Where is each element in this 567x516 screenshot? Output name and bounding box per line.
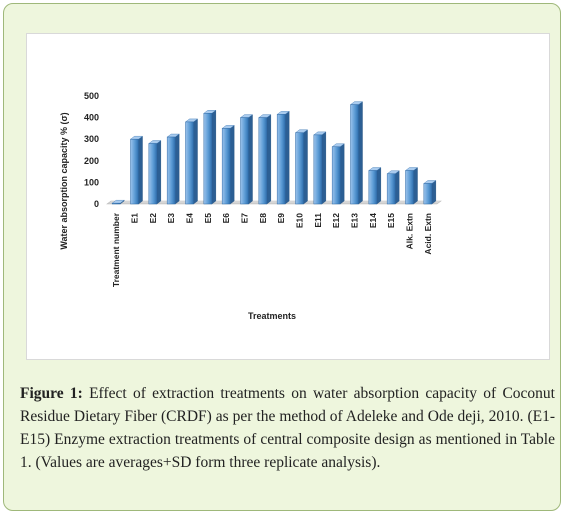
bar: [313, 134, 323, 205]
bar: [111, 202, 121, 205]
bar: [405, 170, 414, 205]
caption-text: Effect of extraction treatments on water…: [20, 385, 555, 471]
bar: [240, 117, 249, 205]
bar: [386, 173, 396, 205]
x-tick-label: Alk. Extn: [405, 213, 415, 249]
bar-side: [321, 131, 327, 205]
bar-side: [266, 114, 272, 205]
bar-side: [394, 170, 400, 205]
bar-chart: 0 100 200 300 400 500 Treatment number E1 E2 E3 E4…: [59, 91, 442, 321]
bar: [258, 117, 268, 205]
x-tick-label: E6: [221, 213, 231, 224]
caption-label: Figure 1:: [20, 385, 83, 402]
bar-side: [303, 129, 308, 205]
chart-panel: 0 100 200 300 400 500 Treatment number E1 E2 E3 E4…: [26, 33, 550, 360]
bar-side: [138, 135, 143, 205]
x-tick-label: Treatment number: [111, 212, 121, 287]
bar-side: [248, 114, 253, 205]
bar-side: [174, 133, 180, 205]
y-tick-label: 300: [84, 134, 99, 144]
bar: [130, 138, 139, 205]
bar-side: [431, 180, 437, 205]
bar: [295, 132, 304, 205]
bar: [166, 136, 176, 205]
bar-side: [376, 167, 382, 205]
bar-side: [229, 125, 235, 205]
x-tick-label: E7: [240, 213, 250, 224]
x-tick-label: E5: [203, 213, 213, 224]
x-tick-label: E13: [350, 213, 360, 228]
y-tick-label: 500: [84, 91, 99, 101]
x-tick-label: E2: [148, 213, 158, 224]
bar-side: [339, 143, 345, 205]
bar-side: [358, 101, 363, 205]
x-tick-label: E8: [258, 213, 268, 224]
x-tick-label: E10: [295, 213, 305, 228]
bar: [148, 143, 158, 205]
figure-frame: 0 100 200 300 400 500 Treatment number E1 E2 E3 E4…: [3, 3, 561, 511]
bar: [423, 183, 433, 205]
y-tick-label: 100: [84, 177, 99, 187]
x-tick-label: E14: [368, 213, 378, 228]
x-tick-label: E12: [331, 213, 341, 228]
bar-side: [211, 109, 217, 205]
y-axis-label: Water absorption capacity % (σ): [59, 112, 69, 249]
y-tick-label: 200: [84, 156, 99, 166]
bar-side: [413, 167, 418, 205]
x-tick-label: E3: [166, 213, 176, 224]
bar: [350, 104, 359, 205]
x-tick-label: E4: [185, 213, 195, 224]
y-tick-label: 400: [84, 113, 99, 123]
x-tick-label: E11: [313, 213, 323, 228]
x-axis-label: Treatments: [248, 311, 296, 321]
bar: [331, 146, 341, 205]
bar-side: [284, 110, 290, 205]
bar: [276, 114, 286, 205]
x-tick-label: E15: [386, 213, 396, 228]
figure-caption: Figure 1: Effect of extraction treatment…: [20, 382, 555, 474]
bar-side: [193, 118, 198, 205]
x-tick-label: E1: [130, 213, 140, 224]
y-tick-label: 0: [94, 199, 99, 209]
bar-side: [156, 140, 162, 205]
x-tick-label: Acid. Extn: [423, 213, 433, 255]
bar: [203, 113, 213, 205]
bar: [221, 128, 231, 205]
bar: [368, 170, 378, 205]
bar: [185, 121, 194, 205]
x-tick-label: E9: [276, 213, 286, 224]
